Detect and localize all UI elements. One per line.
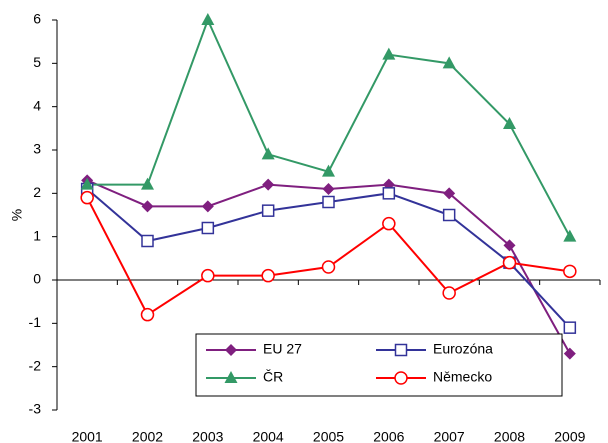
legend-marker (394, 371, 408, 385)
y-tick-label: 4 (33, 97, 41, 113)
legend-marker (224, 371, 238, 383)
legend-label: Eurozóna (433, 341, 493, 357)
marker (563, 347, 576, 360)
marker (563, 264, 577, 279)
marker (442, 286, 456, 300)
legend-label: Německo (433, 369, 492, 385)
marker (321, 260, 336, 274)
legend-marker (225, 344, 237, 356)
y-tick-label: 6 (33, 11, 41, 27)
y-tick-label: -1 (29, 314, 42, 330)
marker (261, 268, 275, 283)
marker (140, 307, 155, 322)
marker (443, 187, 456, 200)
legend-label: EU 27 (263, 341, 302, 357)
marker (322, 164, 335, 177)
marker (442, 56, 456, 69)
legend-label: ČR (263, 369, 283, 385)
marker (201, 200, 214, 213)
y-tick-label: 5 (33, 54, 41, 70)
marker (322, 183, 335, 195)
marker (382, 216, 396, 231)
x-tick-label: 2003 (192, 429, 223, 443)
marker (201, 268, 215, 283)
x-tick-label: 2005 (313, 429, 344, 443)
marker (80, 177, 94, 190)
y-tick-label: -3 (29, 401, 42, 417)
marker (563, 321, 577, 334)
y-tick-label: -2 (29, 357, 42, 373)
marker (442, 208, 456, 222)
marker (141, 200, 154, 213)
marker (141, 177, 154, 190)
marker (503, 239, 516, 252)
marker (262, 178, 275, 191)
x-tick-label: 2008 (494, 429, 525, 443)
marker (141, 234, 154, 248)
marker (201, 221, 215, 235)
x-tick-label: 2007 (434, 429, 465, 443)
y-tick-label: 3 (33, 141, 41, 157)
series-line (86, 197, 570, 317)
y-tick-label: 2 (33, 184, 41, 200)
x-tick-label: 2002 (132, 429, 163, 443)
x-tick-label: 2006 (373, 429, 404, 443)
legend-marker (394, 343, 408, 357)
marker (261, 147, 275, 160)
marker (503, 117, 516, 129)
y-tick-label: 1 (33, 227, 41, 243)
marker (382, 47, 396, 60)
marker (382, 187, 396, 200)
y-tick-label: 0 (33, 271, 41, 287)
legend: EU 27 Eurozóna ČR Německo (195, 333, 563, 397)
x-tick-label: 2009 (554, 429, 585, 443)
x-tick-label: 2001 (72, 429, 103, 443)
marker (261, 204, 275, 217)
y-axis-label: % (9, 209, 25, 221)
x-tick-label: 2004 (253, 429, 284, 443)
marker (322, 195, 335, 209)
legend-box (195, 333, 563, 397)
marker (502, 255, 517, 270)
marker (563, 229, 577, 242)
marker (80, 190, 94, 205)
marker (201, 13, 215, 25)
